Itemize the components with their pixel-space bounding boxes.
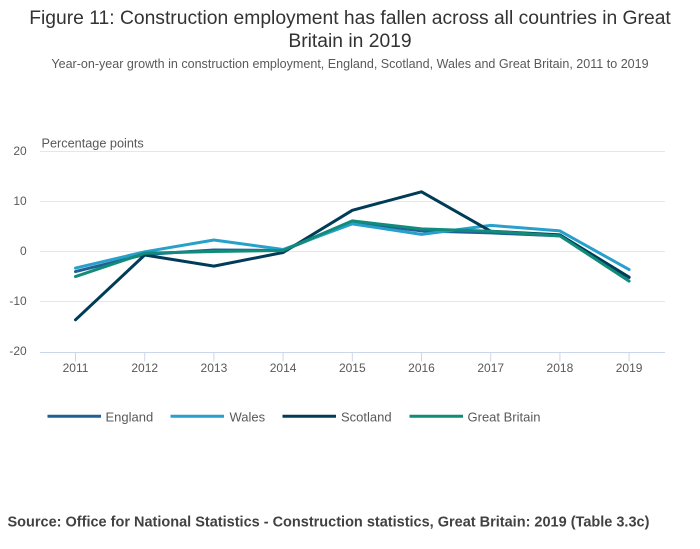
svg-text:2014: 2014	[270, 361, 297, 375]
svg-text:10: 10	[13, 194, 27, 208]
svg-text:2017: 2017	[477, 361, 504, 375]
svg-text:Scotland: Scotland	[341, 409, 392, 424]
svg-text:Wales: Wales	[230, 409, 266, 424]
svg-text:0: 0	[20, 244, 27, 258]
svg-text:Year-on-year growth in constru: Year-on-year growth in construction empl…	[51, 57, 648, 71]
svg-text:Great Britain: Great Britain	[468, 409, 541, 424]
svg-text:Percentage points: Percentage points	[42, 137, 144, 151]
svg-text:-10: -10	[9, 294, 27, 308]
svg-text:2011: 2011	[63, 361, 89, 375]
svg-text:2018: 2018	[547, 361, 574, 375]
svg-text:2012: 2012	[131, 361, 158, 375]
svg-text:-20: -20	[9, 344, 27, 358]
svg-text:2015: 2015	[339, 361, 366, 375]
svg-text:2013: 2013	[201, 361, 228, 375]
svg-text:2016: 2016	[408, 361, 435, 375]
svg-text:2019: 2019	[616, 361, 643, 375]
svg-text:Britain in 2019: Britain in 2019	[288, 31, 411, 52]
svg-text:Source: Office for National St: Source: Office for National Statistics -…	[8, 514, 650, 530]
svg-text:20: 20	[13, 144, 27, 158]
svg-text:England: England	[106, 409, 154, 424]
svg-text:Figure 11: Construction employ: Figure 11: Construction employment has f…	[29, 8, 671, 29]
